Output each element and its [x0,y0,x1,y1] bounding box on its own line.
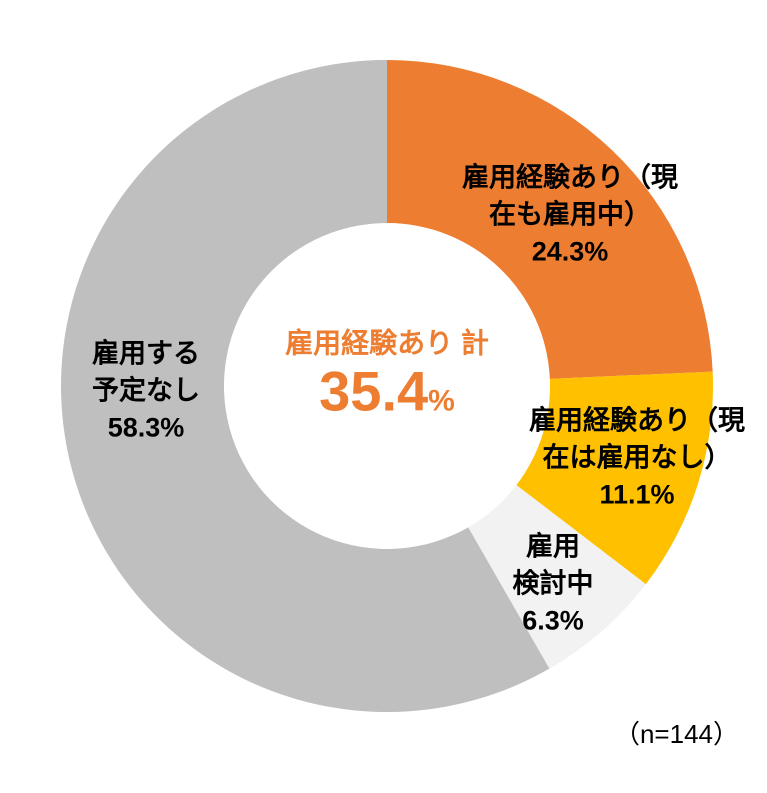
segment-label-employed-past: 雇用経験あり（現 在は雇用なし） 11.1% [529,403,745,514]
segment-label-line: 在も雇用中） [489,199,651,230]
segment-label-line: 雇用経験あり（現 [529,405,745,436]
segment-label-line: 検討中 [512,568,594,599]
segment-label-considering: 雇用 検討中 6.3% [513,529,594,640]
center-total-value: 35.4% [285,359,489,436]
segment-label-line: 雇用 [526,531,580,562]
sample-size-note: （n=144） [613,719,739,749]
center-total-label: 雇用経験あり 計 35.4% [285,325,489,436]
donut-segment-no-plan [61,60,550,713]
segment-value-label: 58.3% [107,412,185,443]
donut-segment-considering [468,485,646,669]
segment-value-label: 24.3% [531,236,609,267]
segment-label-line: 在は雇用なし） [542,442,732,473]
center-total-number: 35.4 [319,359,429,423]
center-total-percent-sign: % [428,384,455,418]
segment-label-line: 雇用する [92,338,200,369]
segment-label-no-plan: 雇用する 予定なし 58.3% [92,336,200,447]
donut-segment-employed-past [516,371,713,585]
segment-label-line: 予定なし [92,375,200,406]
segment-label-employed-now: 雇用経験あり（現 在も雇用中） 24.3% [462,160,678,271]
segment-value-label: 6.3% [522,605,584,636]
segment-label-line: 雇用経験あり（現 [462,162,678,193]
donut-segment-employed-now [387,60,713,379]
segment-value-label: 11.1% [599,479,675,510]
center-total-title: 雇用経験あり 計 [285,327,489,359]
